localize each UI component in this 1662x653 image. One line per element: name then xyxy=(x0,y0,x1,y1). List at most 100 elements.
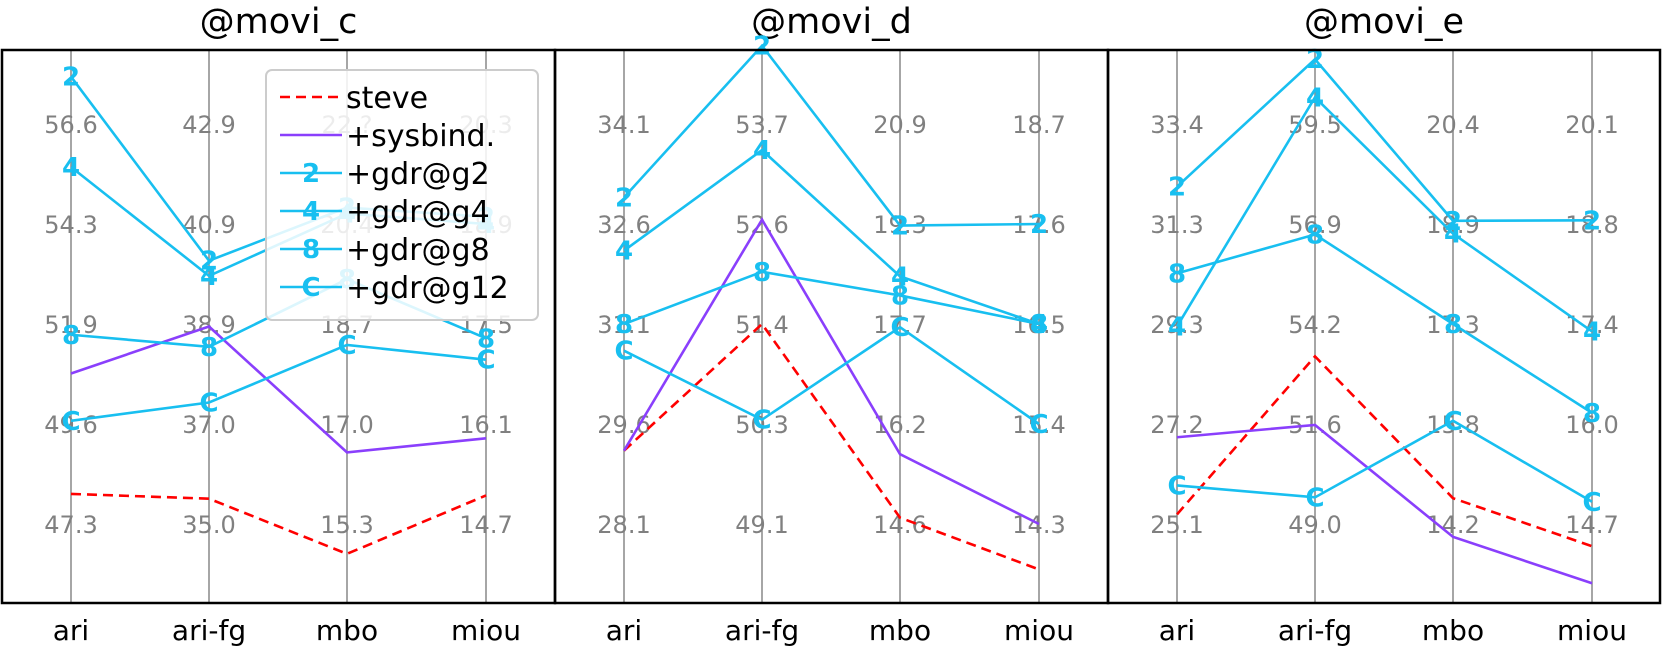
series-line-gdrg8 xyxy=(623,270,1040,326)
tick-label: 27.2 xyxy=(1150,411,1203,439)
tick-label: 20.4 xyxy=(1426,111,1479,139)
series-marker: 2 xyxy=(200,247,218,277)
legend-label: +gdr@g2 xyxy=(346,157,490,192)
tick-label: 49.1 xyxy=(735,511,788,539)
tick-label: 31.3 xyxy=(1150,211,1203,239)
tick-label: 52.6 xyxy=(735,211,788,239)
series-marker: 2 xyxy=(891,212,909,242)
series-marker: C xyxy=(1582,488,1601,518)
tick-label: 14.7 xyxy=(1565,511,1618,539)
series-marker: 2 xyxy=(62,63,80,93)
series-marker: 4 xyxy=(615,237,633,267)
tick-label: 17.0 xyxy=(320,411,373,439)
series-marker: 2 xyxy=(1168,173,1186,203)
series-marker: C xyxy=(476,346,495,376)
tick-label: 42.9 xyxy=(182,111,235,139)
panel-frame xyxy=(1106,48,1662,605)
axis-label: ari xyxy=(606,614,642,647)
tick-label: 15.3 xyxy=(320,511,373,539)
series-marker: 8 xyxy=(200,333,218,363)
series-line-steve xyxy=(623,322,1040,571)
tick-label: 17.7 xyxy=(873,311,926,339)
tick-label: 15.4 xyxy=(1012,411,1065,439)
axis-label: miou xyxy=(451,614,521,647)
tick-label: 17.4 xyxy=(1565,311,1618,339)
axis-label: mbo xyxy=(1422,614,1484,647)
tick-label: 51.4 xyxy=(735,311,788,339)
series-marker: 8 xyxy=(1168,259,1186,289)
series-marker: C xyxy=(1305,483,1324,513)
tick-label: 20.9 xyxy=(873,111,926,139)
series-line-gdrg8 xyxy=(1176,233,1593,414)
series-marker: 4 xyxy=(1306,83,1324,113)
tick-label: 18.8 xyxy=(1565,211,1618,239)
series-line-sysbind xyxy=(70,325,487,454)
series-marker: 4 xyxy=(1168,312,1186,342)
series-marker: 2 xyxy=(1306,45,1324,75)
axis-label: mbo xyxy=(316,614,378,647)
series-line-sysbind xyxy=(622,217,1040,526)
tick-label: 53.7 xyxy=(735,111,788,139)
tick-label: 16.5 xyxy=(1012,311,1065,339)
series-marker: 8 xyxy=(615,310,633,340)
series-marker: 8 xyxy=(1030,310,1048,340)
tick-label: 49.6 xyxy=(44,411,97,439)
legend-label: +sysbind. xyxy=(346,119,495,154)
series-line-gdrg12 xyxy=(70,343,487,423)
legend-marker: 8 xyxy=(302,235,320,265)
series-marker: C xyxy=(1443,407,1462,437)
axis-label: ari xyxy=(53,614,89,647)
series-marker: 2 xyxy=(753,32,771,62)
tick-label: 37.0 xyxy=(182,411,235,439)
tick-label: 49.0 xyxy=(1288,511,1341,539)
series-line-steve xyxy=(1176,354,1593,548)
legend-box xyxy=(265,69,539,321)
tick-label: 32.6 xyxy=(597,211,650,239)
series-marker: 4 xyxy=(62,153,80,183)
tick-label: 40.9 xyxy=(182,211,235,239)
series-marker: C xyxy=(199,388,218,418)
tick-label: 20.1 xyxy=(1565,111,1618,139)
series-marker: 4 xyxy=(1583,317,1601,347)
panel-title: @movi_d xyxy=(751,2,912,42)
series-marker: C xyxy=(614,337,633,367)
series-marker: C xyxy=(1029,410,1048,440)
series-marker: 8 xyxy=(62,321,80,351)
series-marker: 8 xyxy=(753,258,771,288)
series-marker: 4 xyxy=(200,262,218,292)
series-marker: 8 xyxy=(1306,220,1324,250)
series-marker: 8 xyxy=(477,324,495,354)
series-marker: C xyxy=(61,407,80,437)
series-marker: 2 xyxy=(1583,206,1601,236)
tick-label: 14.6 xyxy=(873,511,926,539)
series-marker: 4 xyxy=(891,262,909,292)
axis-label: miou xyxy=(1004,614,1074,647)
tick-label: 14.7 xyxy=(459,511,512,539)
axis-label: miou xyxy=(1557,614,1627,647)
series-marker: C xyxy=(890,313,909,343)
legend-marker: 4 xyxy=(302,197,320,227)
series-marker: 4 xyxy=(753,136,771,166)
series-marker: C xyxy=(1167,471,1186,501)
tick-label: 54.3 xyxy=(44,211,97,239)
series-marker: 2 xyxy=(1030,210,1048,240)
legend-label: +gdr@g8 xyxy=(346,233,490,268)
series-line-gdrg12 xyxy=(623,325,1040,426)
tick-label: 51.9 xyxy=(44,311,97,339)
tick-label: 25.1 xyxy=(1150,511,1203,539)
series-marker: 4 xyxy=(1030,310,1048,340)
legend-marker: 2 xyxy=(302,159,320,189)
panel-title: @movi_e xyxy=(1304,2,1464,42)
axis-label: ari-fg xyxy=(725,614,799,647)
series-line-gdrg4 xyxy=(1175,95,1593,333)
series-marker: C xyxy=(752,406,771,436)
series-marker: C xyxy=(337,331,356,361)
axis-label: ari-fg xyxy=(1278,614,1352,647)
series-marker: 8 xyxy=(891,281,909,311)
tick-label: 56.6 xyxy=(44,111,97,139)
tick-label: 14.2 xyxy=(1426,511,1479,539)
series-marker: 8 xyxy=(1583,399,1601,429)
